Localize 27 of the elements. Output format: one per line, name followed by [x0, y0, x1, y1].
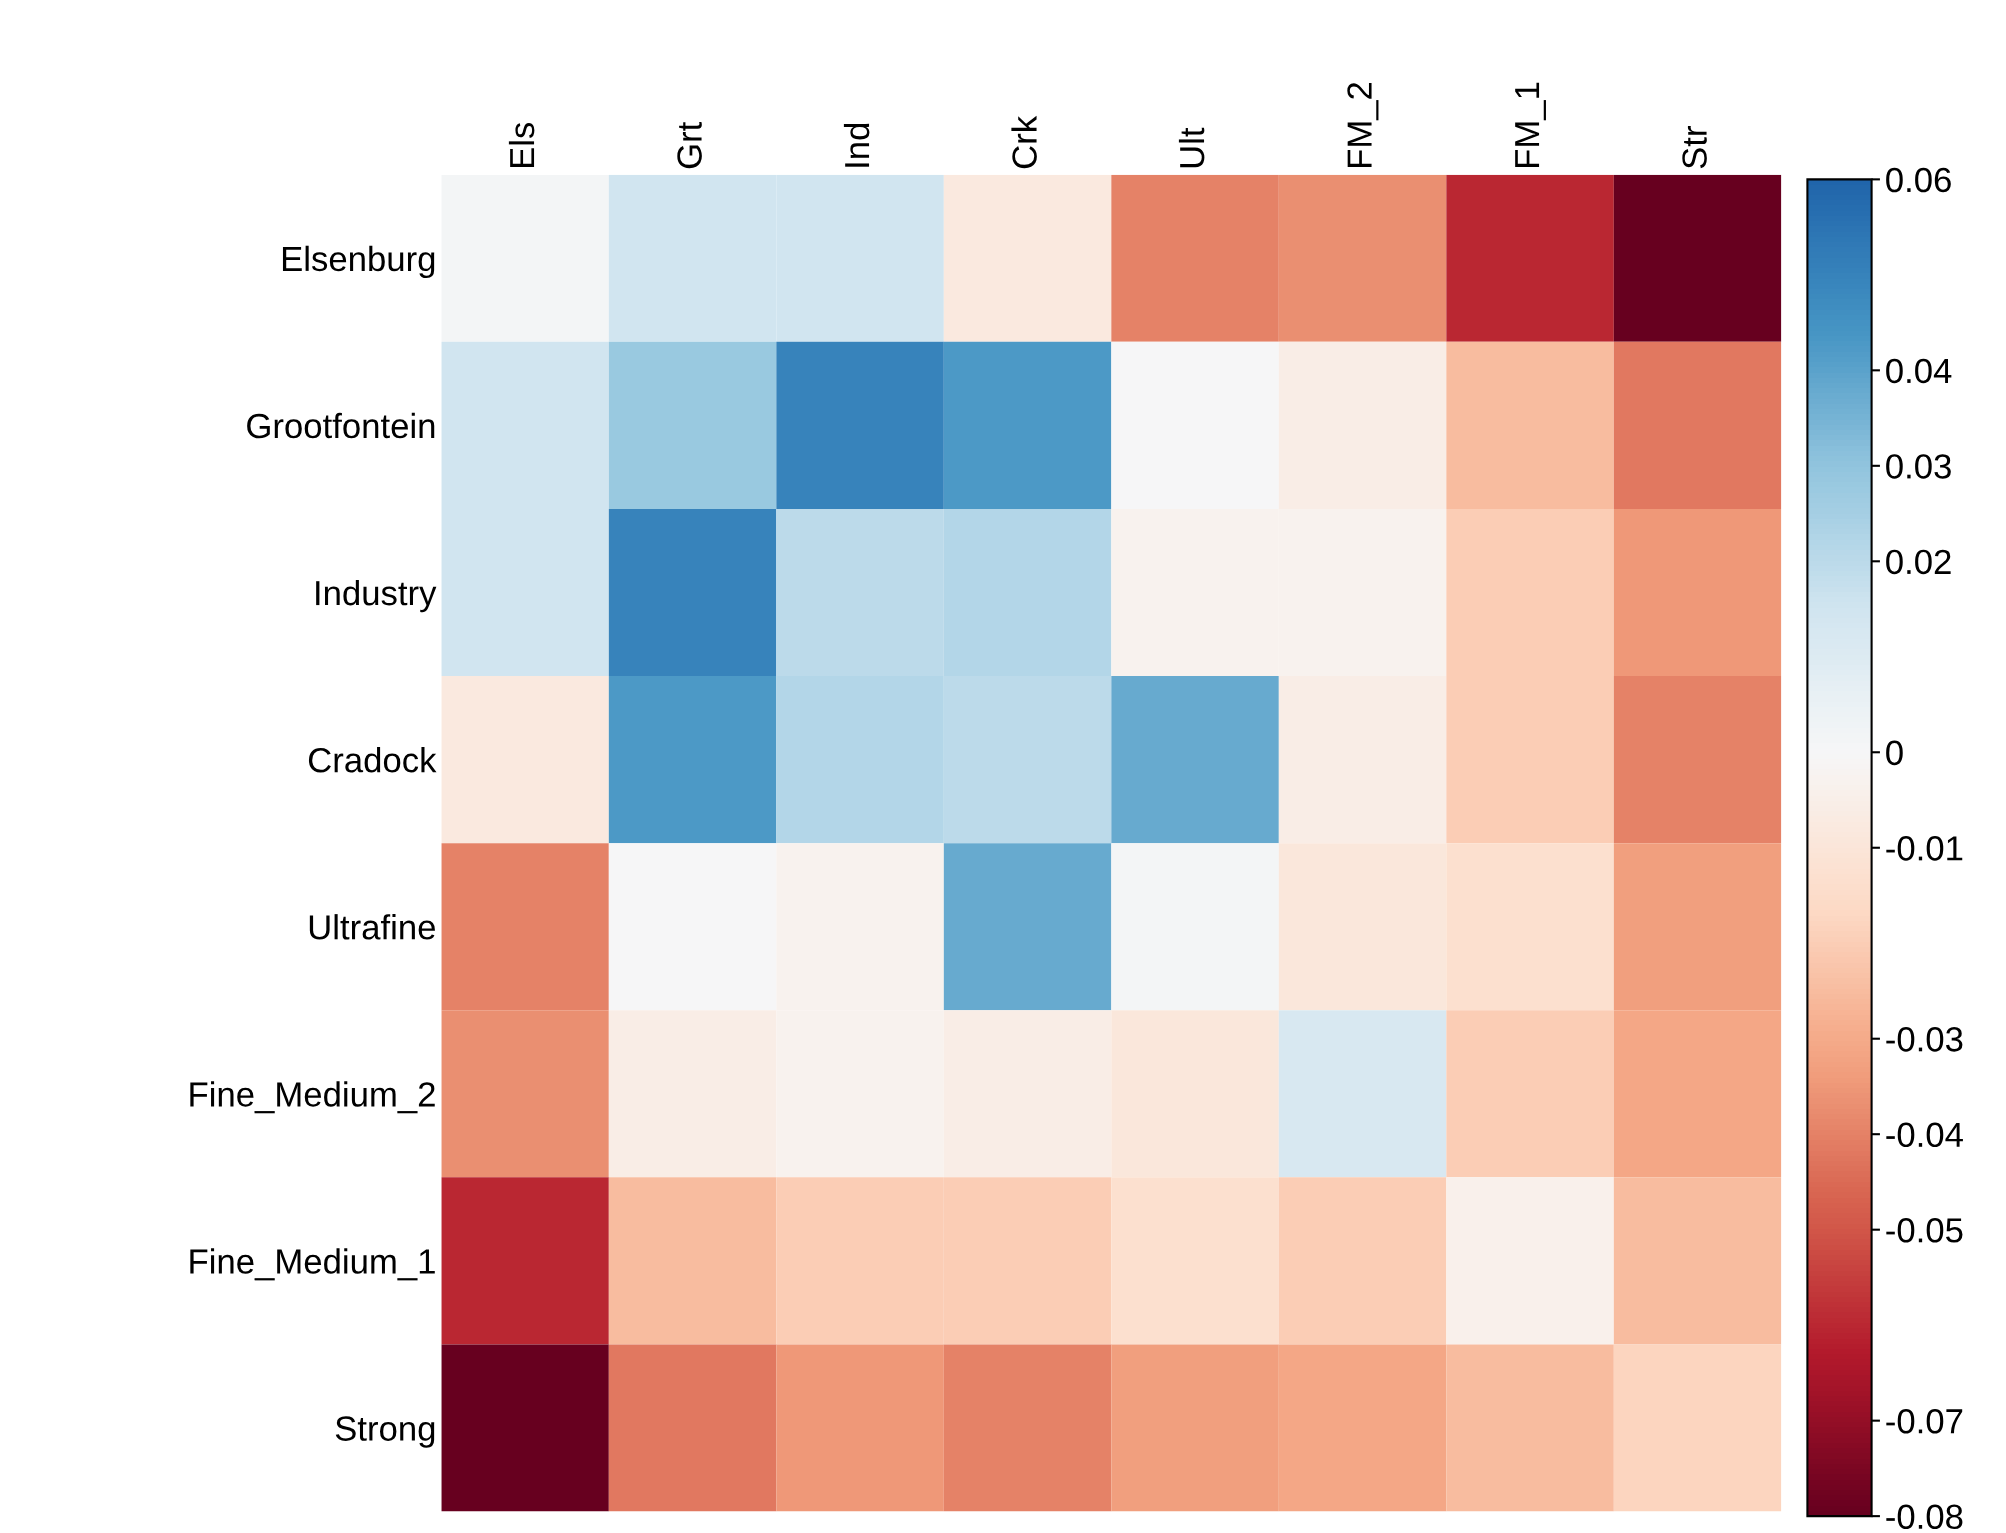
x-tick-label: Ult — [1178, 127, 1205, 168]
color-bar-label: -0.01 — [1886, 836, 1963, 861]
y-tick-label: Industry — [316, 579, 437, 613]
color-bar-label: 0.03 — [1886, 454, 1951, 479]
x-tick-label: FM_2 — [1347, 82, 1379, 168]
y-tick-label: Fine_Medium_2 — [190, 1081, 435, 1114]
y-tick-label: Grootfontein — [247, 412, 435, 439]
x-tick-label: Crk — [1011, 115, 1037, 169]
x-tick-label: FM_1 — [1515, 82, 1546, 168]
color-bar-label: 0.02 — [1886, 549, 1951, 575]
x-tick-label: Grt — [677, 121, 702, 169]
color-bar-label: 0.06 — [1886, 167, 1951, 193]
x-tick-label: Str — [1682, 126, 1707, 169]
y-tick-label: Elsenburg — [282, 245, 435, 279]
y-tick-label: Fine_Medium_1 — [190, 1248, 435, 1281]
color-bar-label: -0.08 — [1886, 1504, 1963, 1530]
color-bar-label: -0.03 — [1886, 1027, 1963, 1052]
y-tick-label: Strong — [335, 1416, 435, 1448]
x-tick-label: Els — [508, 122, 535, 168]
color-bar-label: 0 — [1886, 740, 1903, 766]
color-bar-label: -0.05 — [1886, 1218, 1963, 1243]
y-tick-label: Ultrafine — [309, 914, 435, 940]
color-bar-label: 0.04 — [1886, 358, 1952, 384]
y-tick-label: Cradock — [308, 747, 437, 773]
x-tick-label: Ind — [843, 123, 870, 167]
color-bar-label: -0.07 — [1886, 1408, 1963, 1434]
color-bar-label: -0.04 — [1886, 1122, 1963, 1148]
